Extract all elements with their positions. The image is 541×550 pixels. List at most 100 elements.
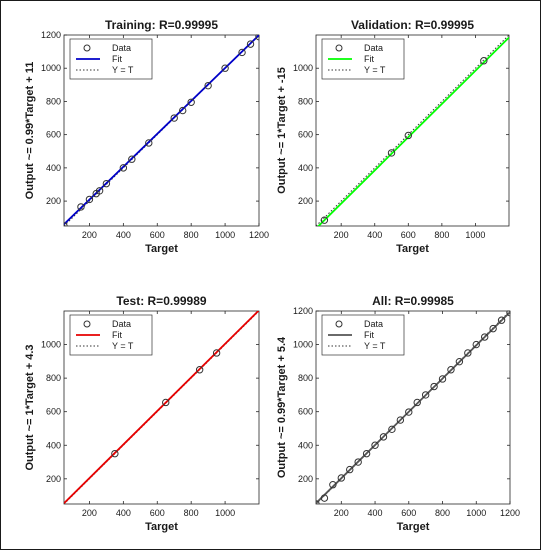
legend-data-marker: [335, 44, 343, 52]
x-tick-label: 600: [150, 508, 165, 518]
data-point: [421, 391, 430, 399]
data-point: [170, 114, 178, 122]
data-point: [178, 106, 187, 115]
legend-label: Fit: [364, 54, 374, 64]
data-point: [246, 40, 255, 48]
data-point: [111, 449, 119, 458]
y-tick-label: 200: [46, 474, 61, 484]
y-tick-label: 200: [298, 474, 313, 484]
x-tick-label: 800: [435, 508, 450, 518]
y-tick-label: 400: [46, 163, 61, 173]
x-tick-label: 1000: [215, 230, 235, 240]
legend-label: Data: [112, 319, 131, 329]
fit-line: [64, 311, 259, 504]
data-point: [404, 131, 413, 140]
x-tick-label: 200: [82, 230, 97, 240]
data-point: [489, 324, 497, 333]
x-tick-label: 400: [368, 508, 383, 518]
data-point: [221, 64, 229, 72]
data-point: [195, 366, 204, 374]
data-point: [387, 149, 396, 157]
y-tick-label: 1000: [41, 63, 61, 73]
y-axis-label: Output ~= 0.99*Target + 5.4: [276, 336, 288, 478]
legend-data-marker: [335, 320, 343, 328]
x-tick-label: 600: [401, 230, 416, 240]
x-tick-label: 600: [401, 508, 416, 518]
x-tick-label: 600: [150, 230, 165, 240]
y-tick-label: 400: [46, 440, 61, 450]
x-tick-label: 1000: [466, 508, 486, 518]
x-tick-label: 400: [116, 230, 131, 240]
legend-label: Fit: [364, 330, 374, 340]
data-point: [472, 340, 480, 349]
data-point: [447, 366, 455, 374]
legend-label: Fit: [112, 54, 122, 64]
x-tick-label: 1200: [249, 230, 269, 240]
y-axis-label: Output ~= 1*Target + -15: [276, 67, 288, 194]
x-tick-label: 800: [184, 230, 199, 240]
data-point: [371, 441, 379, 449]
data-point: [346, 465, 354, 474]
legend-data-marker: [83, 320, 91, 328]
data-point: [480, 57, 488, 65]
data-point: [119, 164, 128, 172]
data-point: [497, 316, 506, 324]
y-tick-label: 200: [298, 196, 313, 206]
plot-panel-3: 200 400 600 800 1000 200 400 600 800 1000 Test: R=…: [24, 294, 260, 533]
x-tick-label: 200: [334, 230, 349, 240]
x-tick-label: 1000: [215, 508, 235, 518]
data-point: [413, 398, 421, 407]
y-tick-label: 1000: [41, 340, 61, 350]
plot-panel-4: 200 400 600 800 1000 1200 200 400 600 800 1000 1200…: [276, 294, 520, 533]
data-point: [388, 425, 396, 434]
x-tick-label: 1200: [500, 508, 520, 518]
y-tick-label: 600: [46, 407, 61, 417]
legend-label: Data: [364, 319, 383, 329]
x-axis-label: Target: [397, 521, 430, 533]
x-tick-label: 1000: [465, 230, 485, 240]
data-point: [464, 349, 472, 357]
y-tick-label: 1200: [293, 306, 313, 316]
data-point: [396, 416, 405, 424]
data-point: [438, 375, 447, 383]
data-point: [128, 155, 136, 163]
data-point: [362, 449, 371, 458]
plot-title: Validation: R=0.99995: [351, 18, 474, 32]
plot-panel-1: 200 400 600 800 1000 1200 200 400 600 800 1000 1200…: [24, 18, 269, 255]
data-point: [85, 195, 94, 204]
plot-title: All: R=0.99985: [372, 294, 454, 308]
y-tick-label: 800: [46, 373, 61, 383]
data-point: [95, 187, 104, 195]
plot-content: [316, 35, 509, 226]
legend-label: Y = T: [364, 65, 386, 75]
data-point: [145, 139, 153, 147]
x-tick-label: 800: [434, 230, 449, 240]
x-tick-label: 400: [116, 508, 131, 518]
y-tick-label: 400: [298, 440, 313, 450]
data-point: [255, 35, 259, 41]
y-tick-label: 600: [298, 130, 313, 140]
legend-label: Data: [112, 43, 131, 53]
legend-label: Data: [364, 43, 383, 53]
x-axis-label: Target: [396, 243, 429, 255]
data-point: [212, 349, 221, 357]
y-tick-label: 200: [46, 196, 61, 206]
data-point: [102, 179, 111, 188]
fit-line: [316, 311, 510, 504]
data-point: [405, 408, 413, 416]
data-point: [480, 333, 489, 341]
data-point: [430, 382, 438, 391]
data-point: [506, 311, 510, 317]
plot-title: Test: R=0.99989: [116, 294, 206, 308]
data-point: [77, 203, 85, 211]
data-point: [455, 357, 464, 366]
x-axis-label: Target: [145, 521, 178, 533]
y-tick-label: 1000: [293, 340, 313, 350]
data-point: [162, 398, 170, 407]
x-axis-label: Target: [145, 243, 178, 255]
legend-data-marker: [83, 44, 91, 52]
